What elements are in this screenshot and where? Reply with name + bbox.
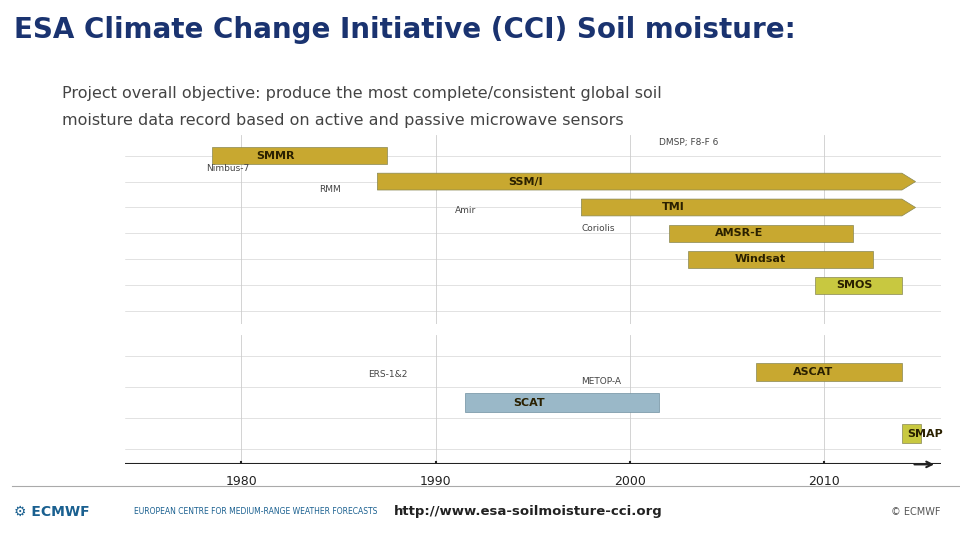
Polygon shape	[814, 276, 902, 294]
Polygon shape	[688, 251, 873, 268]
Text: SMAP: SMAP	[907, 429, 943, 438]
Text: RMM: RMM	[319, 185, 341, 194]
Text: © ECMWF: © ECMWF	[891, 507, 941, 517]
Polygon shape	[377, 173, 916, 190]
Text: SMOS: SMOS	[836, 280, 873, 290]
Text: ERS-1&2: ERS-1&2	[368, 370, 407, 380]
Text: TMI: TMI	[661, 202, 684, 213]
Polygon shape	[756, 362, 902, 381]
Polygon shape	[669, 225, 853, 242]
Text: moisture data record based on active and passive microwave sensors: moisture data record based on active and…	[62, 113, 624, 129]
Text: ⚙ ECMWF: ⚙ ECMWF	[14, 505, 90, 519]
Text: Nimbus-7: Nimbus-7	[206, 164, 250, 173]
Text: Coriolis: Coriolis	[582, 224, 614, 233]
Text: ASCAT: ASCAT	[793, 367, 833, 377]
Text: AMSR-E: AMSR-E	[715, 228, 763, 238]
Polygon shape	[582, 199, 916, 216]
Text: SSM/I: SSM/I	[509, 177, 543, 187]
Text: Windsat: Windsat	[734, 254, 785, 264]
Polygon shape	[212, 147, 387, 164]
Text: Amir: Amir	[455, 206, 476, 214]
Text: SMMR: SMMR	[256, 151, 295, 161]
Text: 1990: 1990	[420, 475, 451, 488]
Text: EUROPEAN CENTRE FOR MEDIUM-RANGE WEATHER FORECASTS: EUROPEAN CENTRE FOR MEDIUM-RANGE WEATHER…	[134, 508, 378, 516]
Text: Project overall objective: produce the most complete/consistent global soil: Project overall objective: produce the m…	[62, 86, 662, 102]
Text: ESA Climate Change Initiative (CCI) Soil moisture:: ESA Climate Change Initiative (CCI) Soil…	[14, 16, 796, 44]
Polygon shape	[902, 424, 922, 443]
Text: http://www.esa-soilmoisture-cci.org: http://www.esa-soilmoisture-cci.org	[394, 505, 662, 518]
Text: METOP-A: METOP-A	[582, 376, 621, 386]
Text: SCAT: SCAT	[514, 397, 545, 408]
Text: 2010: 2010	[808, 475, 840, 488]
Polygon shape	[465, 394, 660, 412]
Text: 2000: 2000	[614, 475, 646, 488]
Text: DMSP; F8-F 6: DMSP; F8-F 6	[660, 138, 718, 147]
Text: 1980: 1980	[226, 475, 257, 488]
